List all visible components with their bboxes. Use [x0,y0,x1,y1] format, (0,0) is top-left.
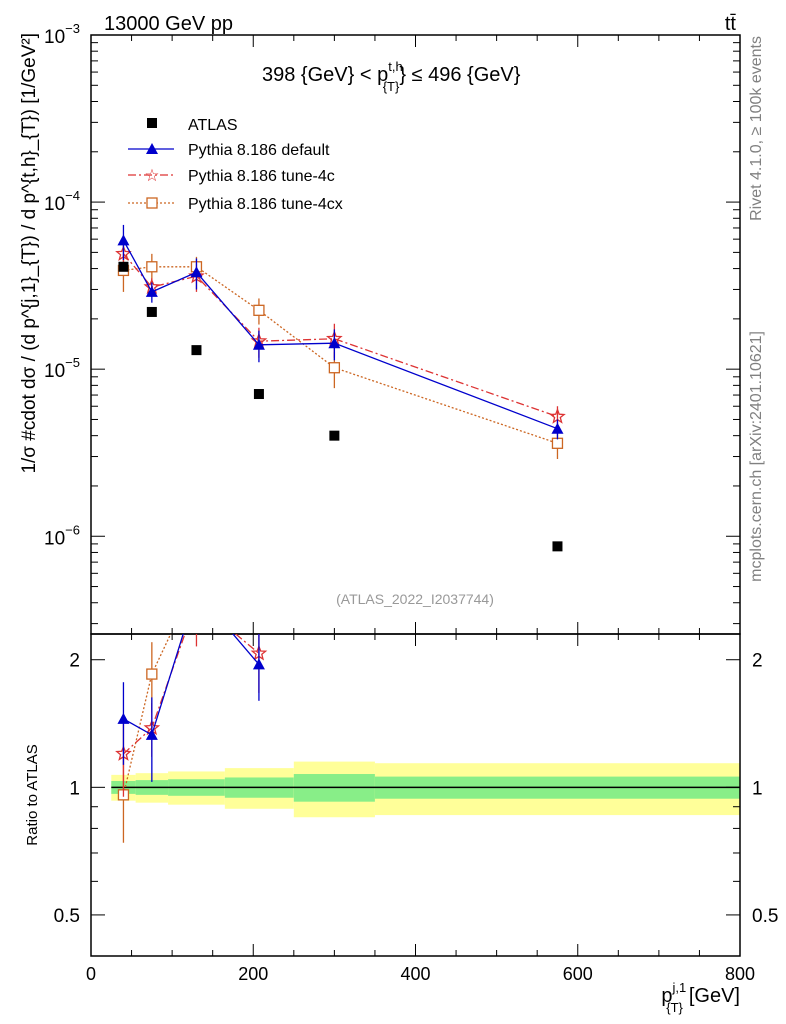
x-tick-label: 600 [563,964,593,984]
main-marker-atlas [118,261,129,272]
ratio-marker-tune4c [190,594,203,607]
legend-atlas-label: ATLAS [188,117,238,134]
energy-label: 13000 GeV pp [104,13,233,35]
main-axis-ticks: 0 200 400 600 800 10−6 10−5 10−4 10−3 [44,21,755,984]
ratio-y-axis-label: Ratio to ATLAS [24,744,41,845]
legend-tune4c-label: Pythia 8.186 tune-4c [188,168,335,185]
main-marker-atlas [552,541,563,552]
ratio-marker-default [252,658,265,670]
main-y-tick-label: 10−5 [44,355,80,382]
ratio-axis-ticks: 0.5 0.5 1 1 2 2 [54,651,779,927]
main-series-line-tune4c [123,253,558,418]
mcplots-label: mcplots.cern.ch [arXiv:2401.10621] [748,331,765,582]
ratio-marker-tune4cx [146,668,158,680]
main-y-tick-label: 10−6 [44,522,80,549]
x-axis-label-unit: [GeV] [689,985,740,1007]
legend-default-marker [146,143,158,154]
main-marker-default [551,422,564,434]
main-y-tick-label: 10−4 [44,188,80,215]
main-marker-atlas [191,345,202,356]
ratio-series-line-default [123,634,260,736]
ratio-y-tick-label-right: 2 [752,651,763,672]
legend-default-label: Pythia 8.186 default [188,142,330,159]
ratio-y-tick-label-right: 1 [752,778,763,799]
analysis-id: (ATLAS_2022_I2037744) [336,591,494,607]
legend-tune4c-marker: ☆ [144,166,159,186]
main-marker-atlas [253,389,264,400]
main-marker-tune4cx [328,362,341,374]
x-tick-label: 800 [725,964,755,984]
ratio-series-line-tune4c [123,634,260,755]
main-marker-default [328,337,341,349]
x-tick-label: 0 [86,964,96,984]
main-marker-tune4cx [551,437,564,449]
main-marker-tune4cx [146,261,158,273]
main-series-line-tune4cx [123,266,558,444]
main-y-tick-label: 10−3 [44,21,80,48]
legend-tune4cx-label: Pythia 8.186 tune-4cx [188,196,343,213]
ratio-marker-default [145,728,158,740]
bin-label-main: 398 {GeV} < p [262,64,388,86]
main-marker-default [252,338,265,350]
ratio-y-tick-label-right: 0.5 [752,906,778,927]
x-axis-label: pj,1 {T} [GeV] [661,980,740,1015]
main-marker-default [145,285,158,297]
bin-label-end: } ≤ 496 {GeV} [399,64,520,86]
ratio-series-line-tune4cx [122,634,172,795]
main-y-axis-label: 1/σ #cdot dσ / (d p^{j,1}_{T}) / d p^{t,… [19,33,40,474]
main-series-line-default [122,240,558,430]
ratio-marker-default [117,712,130,724]
x-tick-label: 400 [400,964,430,984]
main-marker-default [190,266,203,278]
bin-label-sup: t,h [388,59,402,74]
x-tick-label: 200 [238,964,268,984]
main-marker-atlas [329,430,340,441]
ratio-uncertainty-bands [111,761,740,818]
ratio-y-tick-label: 0.5 [54,906,80,927]
main-marker-default [117,234,130,246]
x-axis-label-sub: {T} [666,1000,683,1015]
main-marker-tune4cx [253,304,265,316]
bin-label-sub: {T} [383,79,400,94]
ratio-y-tick-label: 2 [69,651,80,672]
x-axis-label-sup: j,1 [672,980,687,995]
ratio-data-marks [115,568,268,843]
main-marker-atlas [146,306,157,317]
main-data-marks [115,224,566,552]
ratio-marker-tune4cx [254,568,264,578]
legend-tune4cx-marker [146,197,158,209]
ratio-marker-default [190,585,202,596]
process-label: tt̄ [725,13,737,35]
x-axis-label-main: p [661,985,672,1007]
legend-atlas-marker [147,118,157,128]
ratio-y-tick-label: 1 [69,778,80,799]
ratio-marker-tune4cx [191,574,201,584]
legend: ATLAS Pythia 8.186 default ☆ Pythia 8.18… [128,117,343,213]
rivet-label: Rivet 4.1.0, ≥ 100k events [748,36,765,221]
bin-label: 398 {GeV} < pt,h {T}} ≤ 496 {GeV} [262,59,521,94]
